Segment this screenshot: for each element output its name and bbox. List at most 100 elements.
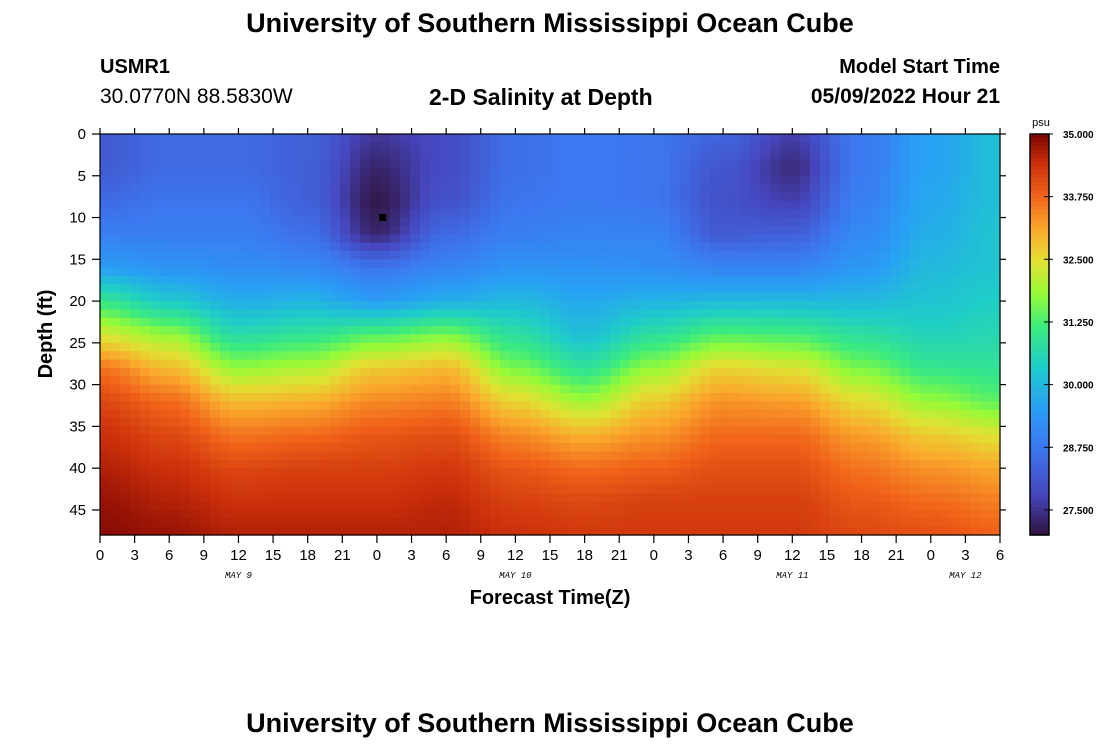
heatmap-cell xyxy=(460,175,471,185)
heatmap-cell xyxy=(140,184,151,194)
heatmap-cell xyxy=(980,468,991,478)
heatmap-cell xyxy=(700,351,711,361)
heatmap-cell xyxy=(720,501,731,511)
heatmap-cell xyxy=(830,309,841,319)
heatmap-cell xyxy=(270,192,281,202)
heatmap-cell xyxy=(230,209,241,219)
heatmap-cell xyxy=(380,367,391,377)
heatmap-cell xyxy=(640,409,651,419)
heatmap-cell xyxy=(790,167,801,177)
heatmap-cell xyxy=(810,409,821,419)
heatmap-cell xyxy=(240,217,251,227)
heatmap-cell xyxy=(560,342,571,352)
heatmap-cell xyxy=(180,409,191,419)
heatmap-cell xyxy=(680,184,691,194)
heatmap-cell xyxy=(640,175,651,185)
heatmap-cell xyxy=(520,401,531,411)
heatmap-cell xyxy=(420,518,431,528)
heatmap-cell xyxy=(410,134,421,143)
heatmap-cell xyxy=(820,184,831,194)
heatmap-cell xyxy=(310,250,321,260)
heatmap-cell xyxy=(470,250,481,260)
heatmap-cell xyxy=(330,159,341,169)
heatmap-cell xyxy=(400,459,411,469)
heatmap-cell xyxy=(590,242,601,252)
heatmap-cell xyxy=(380,501,391,511)
heatmap-cell xyxy=(250,526,261,536)
heatmap-cell xyxy=(720,526,731,536)
heatmap-cell xyxy=(210,392,221,402)
heatmap-cell xyxy=(500,434,511,444)
heatmap-cell xyxy=(940,242,951,252)
heatmap-cell xyxy=(470,401,481,411)
heatmap-cell xyxy=(650,518,661,528)
heatmap-cell xyxy=(820,159,831,169)
heatmap-cell xyxy=(800,259,811,269)
heatmap-cell xyxy=(560,509,571,519)
heatmap-cell xyxy=(770,342,781,352)
heatmap-cell xyxy=(880,409,891,419)
heatmap-cell xyxy=(670,334,681,344)
colorbar-tick-label: 31.250 xyxy=(1063,318,1094,329)
heatmap-cell xyxy=(520,242,531,252)
heatmap-cell xyxy=(200,476,211,486)
heatmap-cell xyxy=(540,509,551,519)
heatmap-cell xyxy=(360,200,371,210)
heatmap-cell xyxy=(820,392,831,402)
heatmap-cell xyxy=(280,392,291,402)
heatmap-cell xyxy=(480,167,491,177)
heatmap-cell xyxy=(490,134,501,143)
heatmap-cell xyxy=(900,476,911,486)
heatmap-cell xyxy=(280,159,291,169)
heatmap-cell xyxy=(540,468,551,478)
heatmap-cell xyxy=(380,192,391,202)
heatmap-cell xyxy=(700,342,711,352)
heatmap-cell xyxy=(580,276,591,285)
heatmap-cell xyxy=(970,250,981,260)
heatmap-cell xyxy=(910,509,921,519)
heatmap-cell xyxy=(670,175,681,185)
heatmap-cell xyxy=(370,334,381,344)
heatmap-cell xyxy=(400,334,411,344)
heatmap-cell xyxy=(950,443,961,453)
heatmap-cell xyxy=(970,468,981,478)
colorbar-segment xyxy=(1030,450,1049,456)
heatmap-cell xyxy=(420,184,431,194)
colorbar-segment xyxy=(1030,518,1049,524)
heatmap-cell xyxy=(550,351,561,361)
heatmap-cell xyxy=(160,326,171,336)
heatmap-cell xyxy=(910,443,921,453)
heatmap-cell xyxy=(410,250,421,260)
heatmap-cell xyxy=(610,267,621,277)
heatmap-cell xyxy=(760,359,771,369)
colorbar-segment xyxy=(1030,226,1049,231)
heatmap-cell xyxy=(290,476,301,486)
heatmap-cell xyxy=(980,150,991,160)
heatmap-cell xyxy=(400,250,411,260)
heatmap-cell xyxy=(690,342,701,352)
heatmap-cell xyxy=(390,200,401,210)
heatmap-cell xyxy=(690,476,701,486)
heatmap-cell xyxy=(120,401,131,411)
heatmap-cell xyxy=(840,259,851,269)
heatmap-cell xyxy=(730,526,741,536)
heatmap-cell xyxy=(250,326,261,336)
heatmap-cell xyxy=(110,359,121,369)
heatmap-cell xyxy=(830,301,841,311)
heatmap-cell xyxy=(390,351,401,361)
heatmap-cell xyxy=(150,267,161,277)
heatmap-cell xyxy=(200,167,211,177)
heatmap-cell xyxy=(380,200,391,210)
heatmap-cell xyxy=(790,459,801,469)
heatmap-cell xyxy=(180,367,191,377)
heatmap-cell xyxy=(180,493,191,503)
heatmap-cell xyxy=(880,451,891,461)
heatmap-cell xyxy=(390,493,401,503)
heatmap-cell xyxy=(810,401,821,411)
heatmap-cell xyxy=(300,376,311,386)
heatmap-cell xyxy=(840,225,851,235)
heatmap-cell xyxy=(390,217,401,227)
heatmap-cell xyxy=(440,259,451,269)
heatmap-cell xyxy=(800,376,811,386)
heatmap-cell xyxy=(750,309,761,319)
